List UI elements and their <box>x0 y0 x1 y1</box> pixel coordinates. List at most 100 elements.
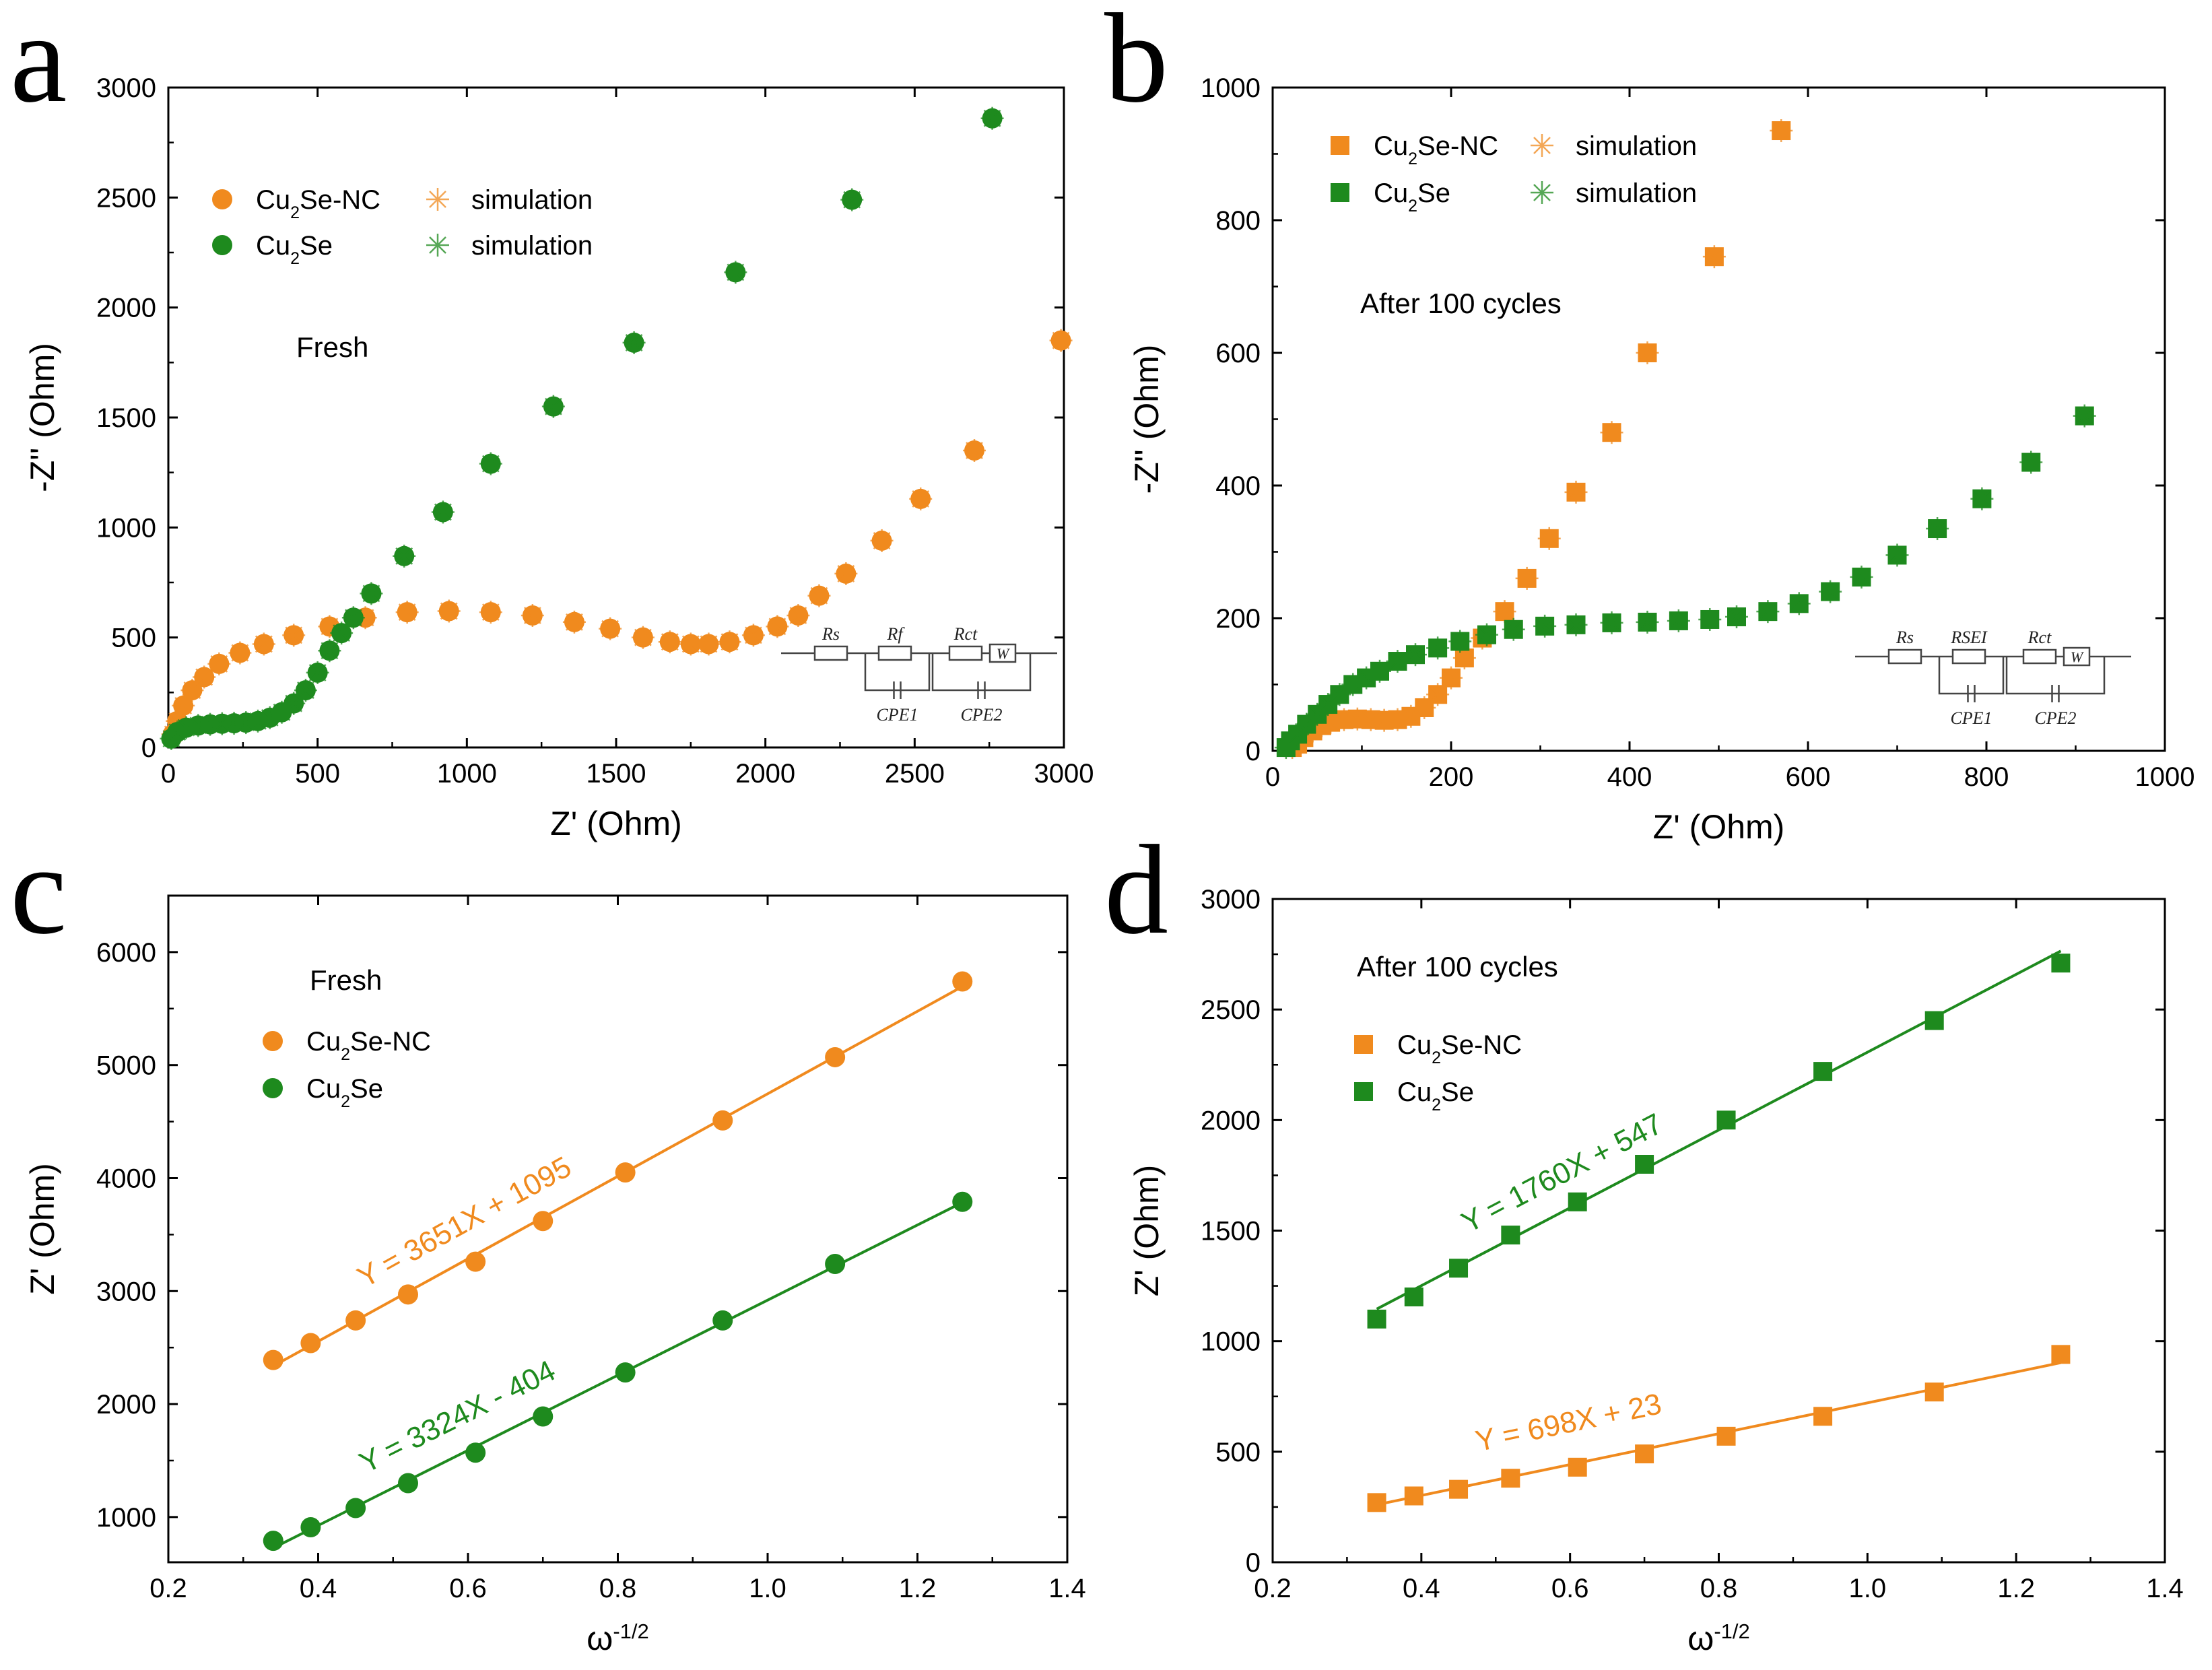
panel-b: b 0 200 400 600 800 1000 0 200 400 600 800 1000 Z' (O… <box>1104 0 2194 846</box>
simulation-point-stroke <box>1451 632 1469 650</box>
simulation-point-stroke <box>1852 568 1871 586</box>
data-point <box>1924 1382 1944 1402</box>
y-tick-label: 2000 <box>1201 1106 1261 1135</box>
simulation-point-stroke <box>681 635 700 653</box>
data-point <box>952 1191 973 1212</box>
simulation-point-stroke <box>1567 483 1585 501</box>
legend-sim-label: simulation <box>471 185 593 215</box>
simulation-point-stroke <box>1638 613 1656 631</box>
y-tick-label: 500 <box>1215 1438 1261 1467</box>
y-tick-label: 1000 <box>96 513 156 543</box>
simulation-point-stroke <box>983 109 1001 127</box>
simulation-point <box>1493 600 1516 624</box>
y-tick-label: 1000 <box>1201 1327 1261 1357</box>
simulation-point-stroke <box>1705 248 1723 266</box>
simulation-point-stroke <box>912 490 930 508</box>
simulation-point <box>282 692 306 715</box>
simulation-point-stroke <box>1603 424 1621 442</box>
simulation-point-stroke <box>481 455 500 473</box>
data-point <box>1449 1479 1469 1499</box>
circuit-resistor <box>1887 648 1922 665</box>
x-tick-label: 800 <box>1964 762 2009 792</box>
y-tick-label: 200 <box>1215 604 1261 634</box>
simulation-point-stroke <box>601 620 619 638</box>
simulation-point-stroke <box>440 602 458 620</box>
simulation-point <box>741 624 765 647</box>
x-tick-label: 200 <box>1429 762 1474 792</box>
simulation-point-stroke <box>344 609 362 627</box>
y-tick-label: 600 <box>1215 339 1261 368</box>
simulation-point <box>2073 404 2096 428</box>
circuit-loop <box>931 653 1032 692</box>
circuit-element-label: Rct <box>953 624 978 644</box>
simulation-point <box>1819 580 1842 603</box>
x-tick-label: 1.4 <box>2146 1574 2184 1603</box>
data-point <box>1501 1469 1520 1488</box>
simulation-point-stroke <box>700 635 718 653</box>
legend-sim-label: simulation <box>1576 131 1697 161</box>
simulation-point <box>1448 630 1472 653</box>
simulation-point-stroke <box>297 681 314 699</box>
simulation-point <box>1702 245 1726 269</box>
y-tick-label: 5000 <box>96 1051 156 1081</box>
simulation-point <box>786 604 810 627</box>
simulation-point-stroke <box>1821 582 1840 601</box>
legend-label: Cu2Se-NC <box>1397 1030 1522 1067</box>
simulation-point <box>172 694 195 717</box>
simulation-point-stroke <box>966 442 983 459</box>
simulation-point <box>1885 543 1909 567</box>
data-point <box>712 1310 733 1331</box>
simulation-point <box>1636 610 1659 634</box>
circuit-resistor <box>948 645 983 661</box>
fit-line-Cu2Se <box>1376 949 2062 1310</box>
simulation-point-stroke <box>873 532 891 549</box>
y-tick-label: 800 <box>1215 206 1261 236</box>
legend-label: Cu2Se <box>256 231 333 268</box>
x-tick-label: 0.6 <box>449 1574 487 1603</box>
data-point <box>263 1531 283 1551</box>
simulation-point <box>766 615 789 638</box>
simulation-point-stroke <box>231 644 249 662</box>
x-tick-label: 1500 <box>586 759 646 789</box>
data-point <box>300 1333 321 1354</box>
simulation-point <box>228 641 252 665</box>
circuit-cpe-label: CPE1 <box>876 705 918 725</box>
data-point <box>2051 954 2071 973</box>
x-tick-label: 600 <box>1786 762 1831 792</box>
simulation-point-stroke <box>362 584 380 603</box>
simulation-point <box>1756 600 1780 624</box>
x-tick-label: 1.0 <box>749 1574 786 1603</box>
simulation-point <box>393 544 416 568</box>
simulation-point-stroke <box>625 334 643 352</box>
y-tick-label: 0 <box>1246 1548 1261 1578</box>
simulation-point-stroke <box>1728 608 1745 626</box>
simulation-point-stroke <box>523 607 541 624</box>
simulation-point <box>807 584 831 607</box>
simulation-point-stroke <box>566 613 583 631</box>
simulation-point <box>870 529 894 552</box>
data-point <box>533 1406 554 1427</box>
simulation-point <box>282 624 306 647</box>
simulation-point-stroke <box>1540 529 1558 547</box>
simulation-point <box>252 632 275 656</box>
plot-frame <box>1271 898 2166 1564</box>
data-point <box>1813 1407 1833 1426</box>
y-axis-label: -Z'' (Ohm) <box>1128 345 1166 494</box>
simulation-point <box>437 599 461 623</box>
simulation-point <box>1440 666 1463 690</box>
data-point <box>300 1516 321 1537</box>
simulation-point <box>1850 565 1873 589</box>
simulation-point <box>1787 592 1811 615</box>
circuit-resistor <box>813 645 848 661</box>
simulation-point-stroke <box>1388 653 1407 670</box>
simulation-point <box>718 630 741 654</box>
legend-sim-marker-stroke <box>429 191 446 208</box>
y-tick-label: 0 <box>141 733 156 763</box>
data-point <box>1568 1192 1587 1211</box>
x-tick-label: 1.2 <box>1997 1574 2035 1603</box>
y-tick-label: 3000 <box>1201 885 1261 914</box>
circuit-element-label: Rf <box>886 624 905 644</box>
x-axis-label: Z' (Ohm) <box>550 805 682 842</box>
data-point <box>345 1310 366 1331</box>
y-tick-label: 1000 <box>96 1503 156 1533</box>
